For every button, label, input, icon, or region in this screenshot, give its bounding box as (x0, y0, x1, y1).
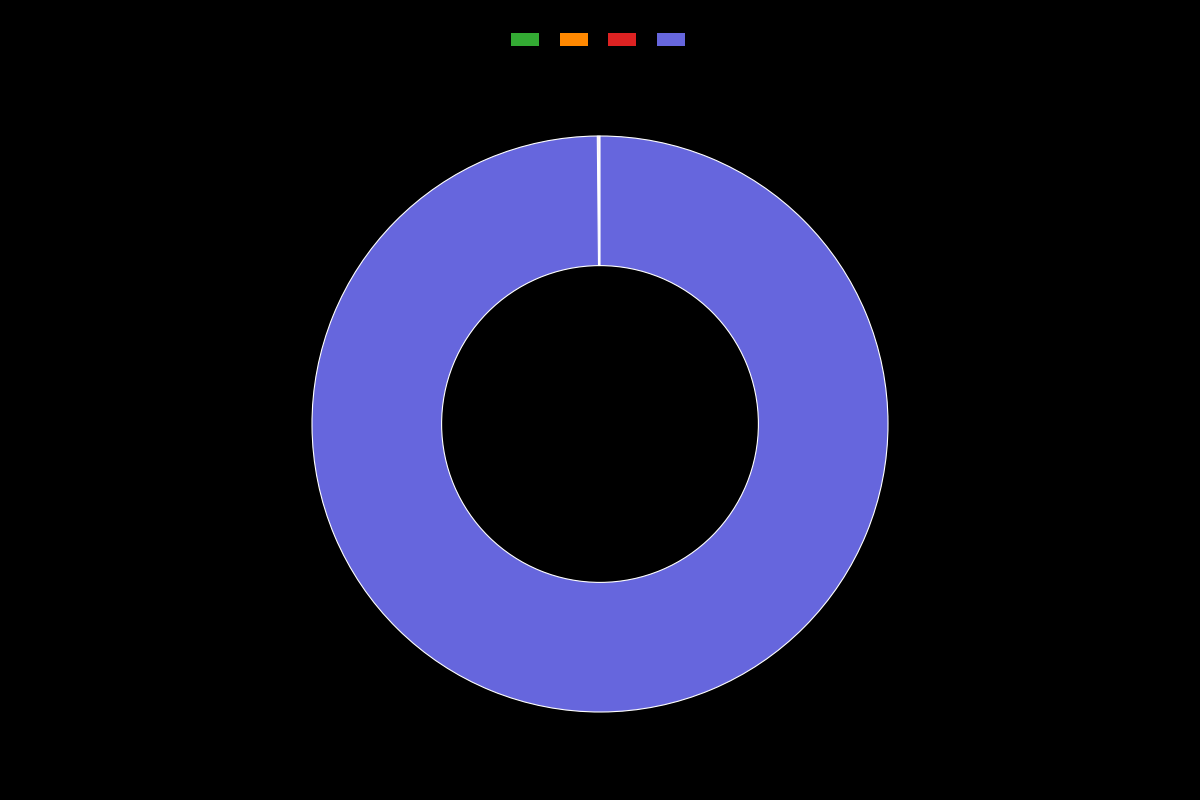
Wedge shape (312, 136, 888, 712)
Wedge shape (598, 136, 600, 266)
Wedge shape (598, 136, 599, 266)
Legend: , , , : , , , (505, 28, 695, 53)
